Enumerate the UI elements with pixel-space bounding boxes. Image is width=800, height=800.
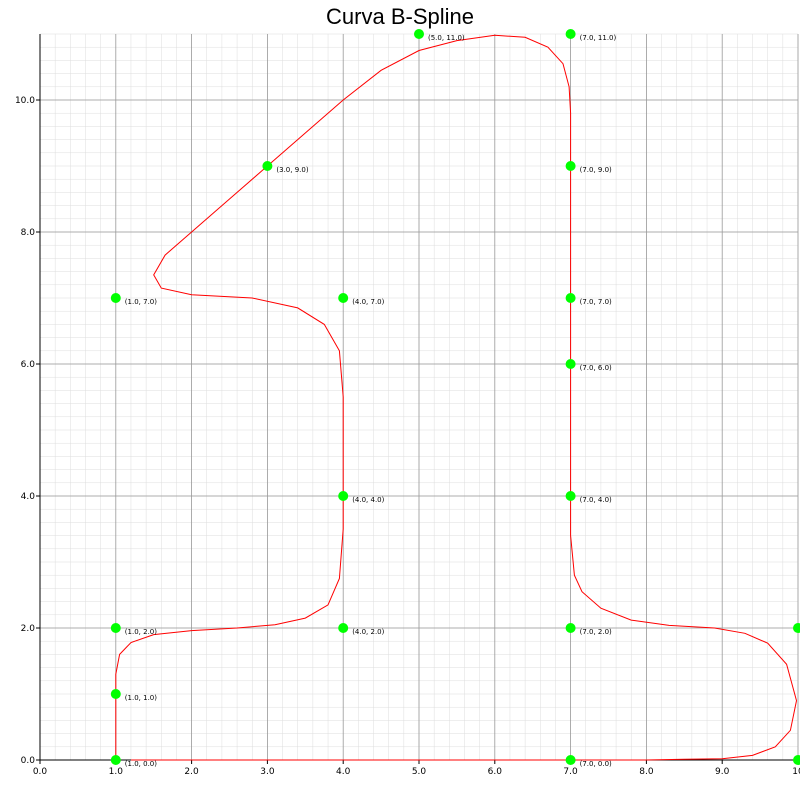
control-point <box>793 755 800 765</box>
y-tick-label: 6.0 <box>21 360 36 370</box>
grid <box>39 33 799 761</box>
control-point <box>565 755 576 765</box>
control-point-label: (1.0, 2.0) <box>125 628 157 636</box>
control-point-label: (7.0, 7.0) <box>580 298 612 306</box>
y-tick-label: 4.0 <box>21 492 36 502</box>
control-point-label: (1.0, 0.0) <box>125 760 157 768</box>
x-tick-label: 3.0 <box>260 767 275 777</box>
control-point-label: (7.0, 2.0) <box>580 628 612 636</box>
y-tick-label: 8.0 <box>21 228 36 238</box>
y-tick-label: 0.0 <box>21 756 36 766</box>
control-point <box>110 623 121 633</box>
control-point <box>565 161 576 171</box>
control-point-label: (7.0, 0.0) <box>580 760 612 768</box>
control-point <box>565 491 576 501</box>
chart-title: Curva B-Spline <box>326 4 474 29</box>
control-point <box>565 359 576 369</box>
control-point <box>338 293 349 303</box>
control-point-label: (4.0, 4.0) <box>352 496 384 504</box>
control-point <box>414 29 424 39</box>
x-tick-label: 6.0 <box>488 767 503 777</box>
control-point <box>565 623 576 633</box>
control-point <box>565 293 576 303</box>
control-point <box>793 623 800 633</box>
control-point-label: (3.0, 9.0) <box>276 166 308 174</box>
control-point <box>262 161 273 171</box>
control-points: (1.0, 0.0) (1.0, 1.0) (1.0, 2.0) (4.0, 2.0)… <box>110 29 800 768</box>
control-point-label: (5.0, 11.0) <box>428 34 465 42</box>
control-point <box>338 491 349 501</box>
control-point-label: (4.0, 2.0) <box>352 628 384 636</box>
x-tick-label: 1.0 <box>109 767 124 777</box>
control-point <box>565 29 576 39</box>
x-tick-label: 5.0 <box>412 767 427 777</box>
control-point-label: (7.0, 11.0) <box>580 34 617 42</box>
x-tick-label: 8.0 <box>639 767 654 777</box>
x-tick-label: 9.0 <box>715 767 730 777</box>
control-point-label: (7.0, 9.0) <box>580 166 612 174</box>
control-point <box>110 689 121 699</box>
control-point-label: (4.0, 7.0) <box>352 298 384 306</box>
x-tick-label: 7.0 <box>563 767 578 777</box>
x-tick-label: 10 <box>792 767 800 777</box>
control-point-label: (7.0, 6.0) <box>580 364 612 372</box>
x-tick-label: 2.0 <box>184 767 199 777</box>
x-tick-label: 4.0 <box>336 767 351 777</box>
control-point <box>110 755 121 765</box>
control-point <box>338 623 349 633</box>
y-tick-label: 2.0 <box>21 624 36 634</box>
x-tick-label: 0.0 <box>33 767 48 777</box>
control-point-label: (7.0, 4.0) <box>580 496 612 504</box>
tick-labels: 0.0 1.0 2.0 3.0 4.0 5.0 6.0 7.0 8.0 9.0 10 0.0 2.0 4.… <box>15 96 800 777</box>
y-tick-label: 10.0 <box>15 96 35 106</box>
bspline-curve <box>115 34 798 761</box>
control-point-label: (1.0, 1.0) <box>125 694 157 702</box>
control-point <box>110 293 121 303</box>
control-point-label: (1.0, 7.0) <box>125 298 157 306</box>
